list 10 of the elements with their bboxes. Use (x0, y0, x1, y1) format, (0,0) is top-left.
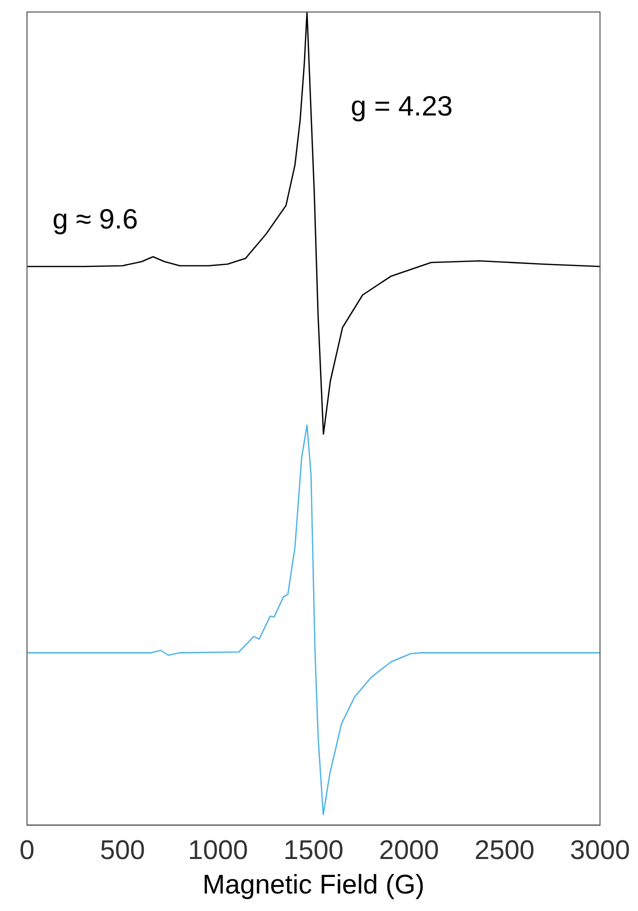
x-tick-label: 2500 (474, 834, 535, 865)
x-tick-label: 500 (100, 834, 146, 865)
x-tick-label: 0 (19, 834, 35, 865)
x-tick-label: 1000 (188, 834, 248, 865)
x-tick-label: 3000 (570, 834, 630, 865)
annotation: g = 4.23 (350, 90, 453, 122)
annotation: g ≈ 9.6 (52, 204, 138, 235)
x-tick-label: 2000 (378, 834, 440, 865)
x-axis-title: Magnetic Field (G) (202, 869, 425, 900)
x-tick-label: 1500 (283, 834, 344, 865)
